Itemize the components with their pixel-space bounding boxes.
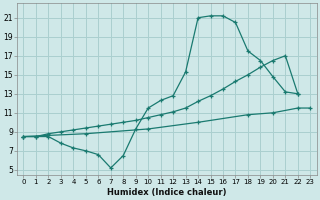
X-axis label: Humidex (Indice chaleur): Humidex (Indice chaleur): [107, 188, 227, 197]
